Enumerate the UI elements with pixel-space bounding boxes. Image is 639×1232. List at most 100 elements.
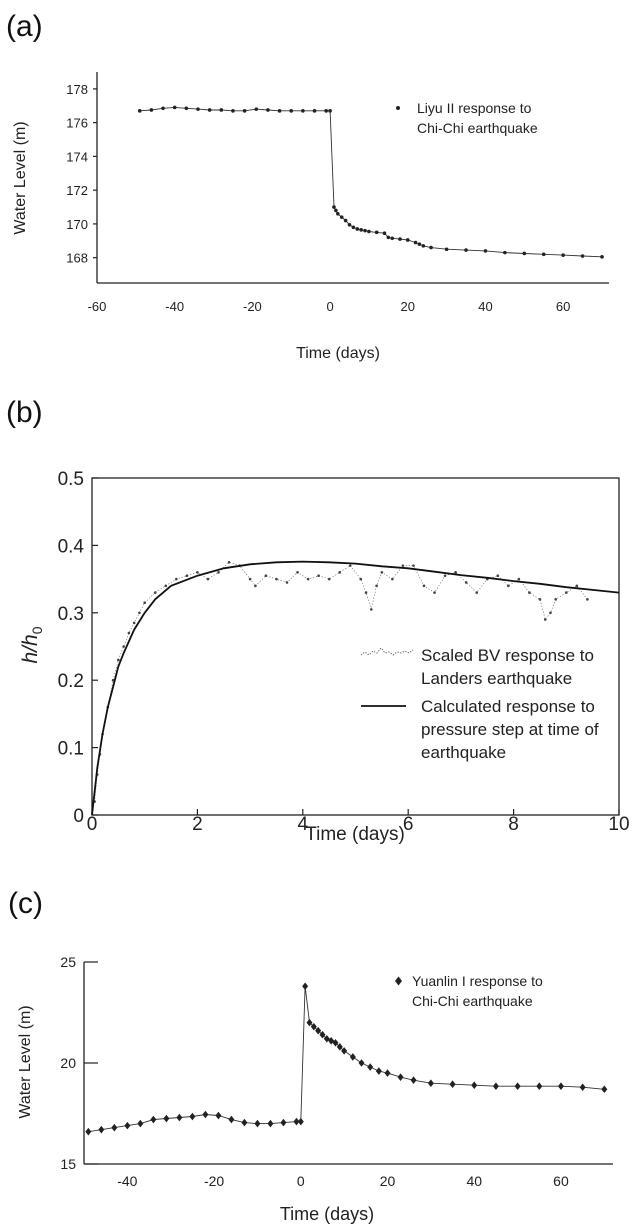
panel-a-x-tick-label: 40 — [478, 299, 492, 314]
panel-c-data-point — [163, 1114, 170, 1123]
panel-a-data-point — [398, 237, 402, 241]
panel-b-observed-point — [264, 574, 268, 578]
panel-b-observed-point — [217, 571, 220, 574]
panel-b-observed-point — [543, 618, 547, 621]
panel-a-x-tick-label: 20 — [401, 299, 415, 314]
panel-a-data-point — [254, 107, 259, 111]
panel-b-x-tick-label: 4 — [298, 814, 309, 835]
panel-c-data-point — [254, 1119, 261, 1128]
panel-b-observed-point — [586, 598, 589, 601]
panel-c-data-point — [536, 1082, 543, 1091]
panel-c-x-tick-label: -20 — [204, 1173, 224, 1189]
panel-c-label: (c) — [8, 887, 43, 920]
panel-c-y-tick-label: 15 — [60, 1156, 76, 1172]
panel-b-observed-point — [575, 584, 579, 588]
panel-b-observed-point — [538, 598, 542, 601]
panel-c-y-axis-label: Water Level (m) — [17, 1005, 34, 1118]
panel-a-data-point — [413, 240, 418, 245]
panel-b-observed-point — [359, 577, 363, 581]
panel-c-x-tick-label: 60 — [553, 1173, 569, 1189]
panel-a-y-tick-label: 168 — [66, 251, 88, 266]
panel-b-y-axis-label-sub: 0 — [29, 626, 45, 634]
panel-b-observed-point — [185, 574, 189, 578]
panel-b-x-tick-label: 6 — [403, 814, 414, 835]
panel-c-data-point — [349, 1053, 356, 1061]
panel-c-data-point — [315, 1026, 322, 1035]
panel-b-observed-point — [132, 621, 136, 625]
panel-b-x-tick-label: 2 — [192, 814, 203, 835]
panel-c-data-points — [85, 982, 608, 1136]
panel-c-data-point — [215, 1111, 222, 1120]
panel-b-observed-point — [175, 577, 178, 581]
panel-c-data-point — [358, 1059, 365, 1067]
panel-a-data-point — [429, 245, 433, 250]
panel-b-observed-point — [370, 608, 373, 611]
panel-b-y-tick-label: 0.1 — [58, 739, 84, 760]
panel-c-data-point — [124, 1121, 131, 1130]
panel-b-observed-point — [433, 591, 436, 594]
panel-c-x-tick-label: 20 — [380, 1173, 396, 1189]
panel-c-data-point — [137, 1119, 144, 1128]
panel-a-data-point — [301, 109, 305, 113]
panel-c-data-point — [375, 1067, 382, 1075]
panel-b-observed-point — [296, 571, 299, 574]
panel-b-observed-point — [254, 584, 257, 588]
panel-b-plot-frame — [91, 477, 620, 816]
panel-b-observed-point — [122, 645, 125, 648]
panel-b-observed-point — [364, 591, 368, 594]
panel-a-data-point — [363, 228, 367, 233]
panel-b-observed-point — [206, 577, 210, 581]
panel-a-data-point — [172, 105, 177, 110]
panel-b-observed-point — [380, 571, 384, 574]
panel-b-observed-point — [412, 564, 415, 567]
panel-a-data-point — [161, 106, 165, 111]
panel-b-legend-2-line-3: earthquake — [421, 743, 506, 762]
panel-a-data-point — [289, 109, 294, 113]
panel-c-data-point — [306, 1018, 313, 1027]
panel-c-y-tick-label: 20 — [60, 1055, 76, 1071]
panel-b-observed-point — [275, 577, 278, 581]
panel-a-data-point — [334, 208, 338, 213]
panel-a-legend-marker — [396, 106, 400, 110]
panel-a-y-axis-label: Water Level (m) — [12, 121, 29, 234]
panel-a-data-point — [483, 249, 488, 253]
panel-a-data-point — [137, 109, 142, 113]
panel-b-observed-point — [549, 611, 552, 615]
panel-c-y-tick-label: 25 — [60, 954, 76, 970]
panel-b-observed-point — [507, 584, 510, 588]
panel-a-data-point — [417, 242, 422, 246]
panel-b-observed-point — [475, 591, 479, 594]
panel-b-x-tick-label: 8 — [508, 814, 519, 835]
panel-b-observed-point — [117, 658, 120, 662]
panel-a-data-point — [312, 109, 317, 113]
panel-a-data-point — [149, 108, 154, 112]
panel-b-observed-point — [227, 560, 231, 564]
panel-c-data-point — [267, 1119, 274, 1128]
panel-c-data-point — [319, 1030, 326, 1039]
panel-c-data-point — [241, 1118, 248, 1127]
panel-a-x-axis-label: Time (days) — [296, 345, 380, 362]
panel-c-x-axis-label: Time (days) — [280, 1204, 374, 1224]
panel-b-observed-point — [196, 571, 199, 574]
panel-b-observed-point — [565, 591, 568, 594]
panel-a-label: (a) — [6, 10, 43, 43]
panel-b-observed-point — [554, 598, 558, 601]
panel-b-observed-point — [517, 577, 521, 581]
panel-c-data-point — [410, 1076, 417, 1084]
panel-a-data-point — [390, 236, 395, 241]
panel-b-observed-point — [127, 631, 131, 635]
panel-b-x-ticks: 0 2 4 6 8 10 — [87, 809, 630, 835]
panel-b-observed-point — [348, 564, 352, 567]
panel-c-data-point — [150, 1115, 157, 1124]
panel-a-data-point — [444, 247, 449, 252]
panel-b-observed-point — [454, 571, 457, 574]
panel-b-y-tick-label: 0.2 — [58, 671, 84, 692]
panel-c-data-point — [336, 1043, 343, 1051]
panel-b-observed-point — [153, 591, 157, 594]
panel-c-data-point — [579, 1083, 586, 1092]
panel-c-x-tick-label: 40 — [466, 1173, 482, 1189]
panel-c-data-point — [176, 1113, 183, 1122]
panel-a-data-point — [522, 251, 527, 256]
panel-b-observed-point — [338, 571, 341, 574]
